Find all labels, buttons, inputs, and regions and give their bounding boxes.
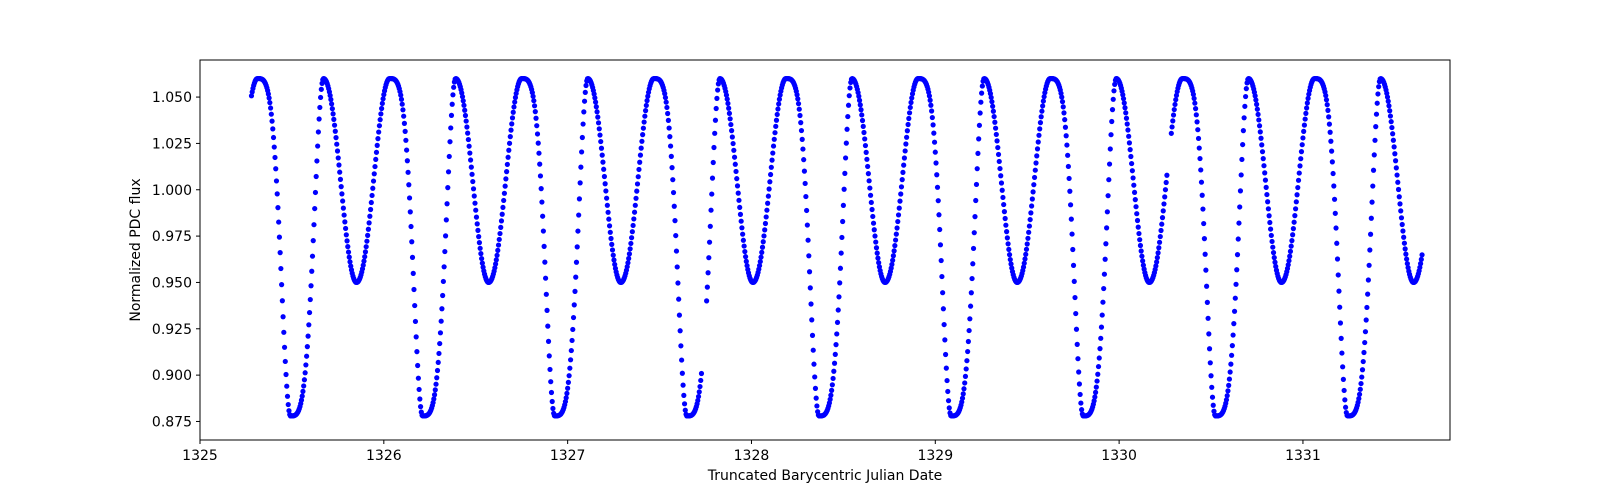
x-axis-label: Truncated Barycentric Julian Date <box>707 468 943 484</box>
x-tick-label: 1329 <box>917 448 953 464</box>
y-tick-label: 1.000 <box>152 183 192 199</box>
x-tick-label: 1330 <box>1101 448 1137 464</box>
y-tick-label: 0.950 <box>152 275 192 291</box>
y-tick-label: 1.050 <box>152 90 192 106</box>
y-tick-label: 0.900 <box>152 368 192 384</box>
x-tick-label: 1331 <box>1285 448 1321 464</box>
x-tick-label: 1325 <box>182 448 218 464</box>
y-tick-label: 0.925 <box>152 322 192 338</box>
y-axis-label: Normalized PDC flux <box>128 178 144 321</box>
x-tick-label: 1326 <box>366 448 402 464</box>
y-tick-label: 0.875 <box>152 414 192 430</box>
x-tick-label: 1327 <box>550 448 586 464</box>
chart-container: 1325 1326 1327 1328 1329 1330 1331 Truncated Ba… <box>0 0 1600 500</box>
y-tick-label: 0.975 <box>152 229 192 245</box>
y-tick-label: 1.025 <box>152 136 192 152</box>
lightcurve-plot: 1325 1326 1327 1328 1329 1330 1331 Truncated Ba… <box>0 0 1600 500</box>
x-tick-label: 1328 <box>734 448 770 464</box>
